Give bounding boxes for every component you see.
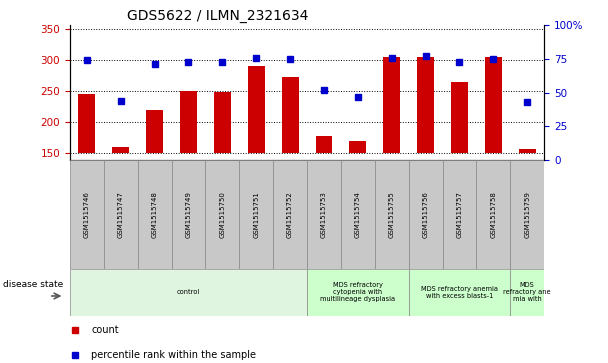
Bar [417,57,434,154]
Bar [350,141,366,154]
Text: GDS5622 / ILMN_2321634: GDS5622 / ILMN_2321634 [127,9,308,23]
Bar [206,160,240,269]
Text: GSM1515746: GSM1515746 [84,191,90,238]
Bar [510,269,544,316]
Bar [180,91,197,154]
Text: GSM1515755: GSM1515755 [389,191,395,237]
Bar [510,160,544,269]
Bar [383,57,400,154]
Bar [307,269,409,316]
Bar [146,110,163,154]
Text: GSM1515753: GSM1515753 [321,191,327,238]
Text: MDS refractory
cytopenia with
multilineage dysplasia: MDS refractory cytopenia with multilinea… [320,282,395,302]
Bar [307,160,341,269]
Text: MDS refractory anemia
with excess blasts-1: MDS refractory anemia with excess blasts… [421,286,498,299]
Text: GSM1515756: GSM1515756 [423,191,429,238]
Bar [409,269,510,316]
Bar [409,160,443,269]
Bar [240,160,273,269]
Bar [70,160,104,269]
Text: percentile rank within the sample: percentile rank within the sample [91,350,256,360]
Text: control: control [177,289,200,295]
Bar [273,160,307,269]
Bar [316,136,333,154]
Text: GSM1515757: GSM1515757 [457,191,463,238]
Bar [282,77,299,154]
Bar [519,149,536,154]
Bar [248,66,264,154]
Text: GSM1515751: GSM1515751 [253,191,259,238]
Bar [341,160,375,269]
Bar [375,160,409,269]
Text: GSM1515752: GSM1515752 [287,191,293,237]
Text: GSM1515750: GSM1515750 [219,191,226,238]
Bar [112,147,129,154]
Bar [78,94,95,154]
Text: GSM1515749: GSM1515749 [185,191,192,238]
Bar [451,82,468,154]
Text: GSM1515748: GSM1515748 [151,191,157,238]
Text: GSM1515758: GSM1515758 [490,191,496,238]
Text: GSM1515759: GSM1515759 [524,191,530,238]
Bar [137,160,171,269]
Bar [477,160,510,269]
Text: disease state: disease state [3,281,63,289]
Text: MDS
refractory ane
mia with: MDS refractory ane mia with [503,282,551,302]
Text: GSM1515754: GSM1515754 [355,191,361,237]
Bar [443,160,477,269]
Bar [171,160,206,269]
Text: GSM1515747: GSM1515747 [118,191,124,238]
Bar [70,269,307,316]
Text: count: count [91,325,119,335]
Bar [485,57,502,154]
Bar [214,92,231,154]
Bar [104,160,137,269]
